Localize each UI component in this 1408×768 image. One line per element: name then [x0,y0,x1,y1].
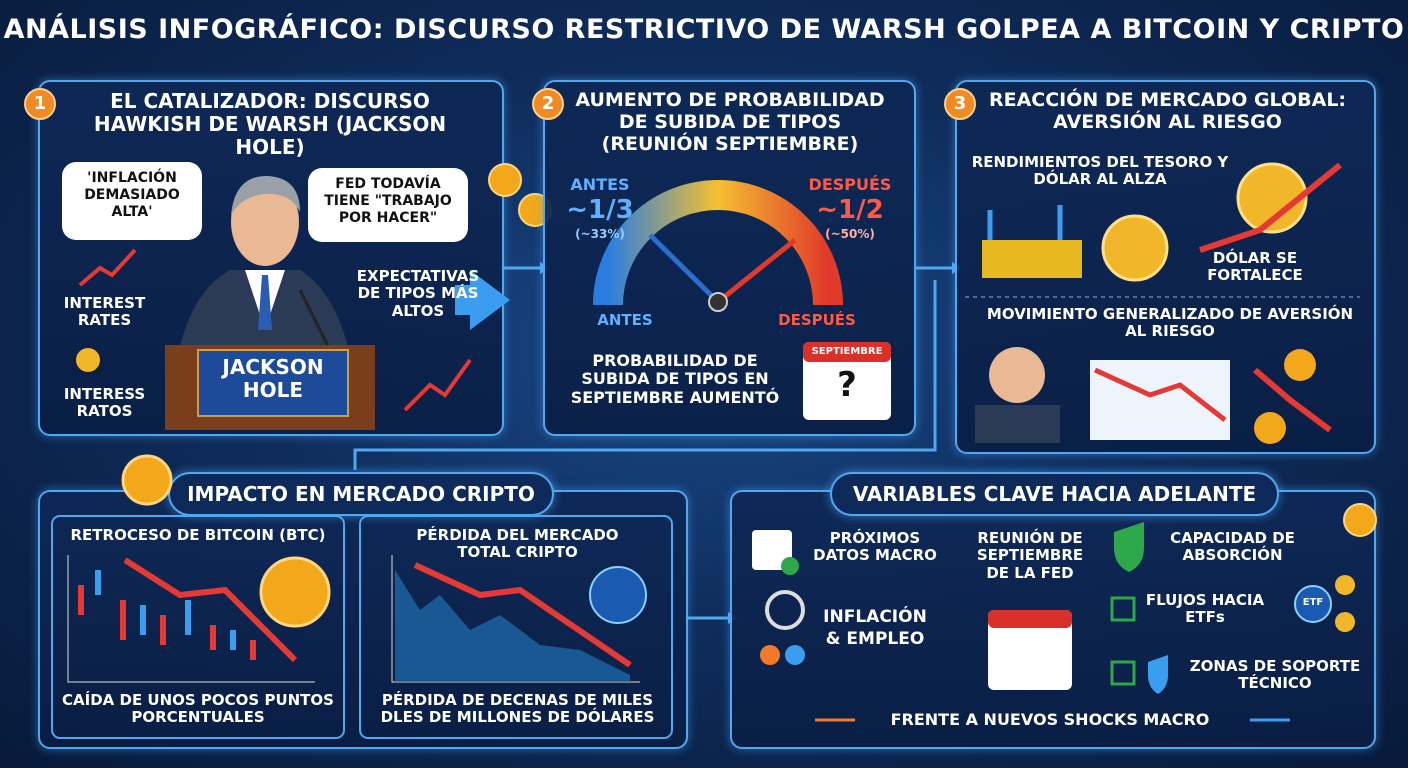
before-value: ~1/3 [566,195,634,225]
bitcoin-coin [1254,412,1286,444]
coin [76,348,100,372]
panel-title: EL CATALIZADOR: DISCURSO HAWKISH DE WARS… [93,89,447,159]
panel-number: 3 [944,88,976,120]
fall-arrow [123,557,298,663]
rise-arrow [1199,162,1342,253]
coin [1101,214,1169,282]
page-title: ANÁLISIS INFOGRÁFICO: DISCURSO RESTRICTI… [3,14,1405,45]
person-icon [785,645,805,665]
panel-number: 2 [532,88,564,120]
outlook-item: REUNIÓN DE SEPTIEMBRE DE LA FED [976,529,1084,582]
after-label: DESPUÉS [808,175,892,194]
bitcoin-coin [121,454,173,506]
section-title: MOVIMIENTO GENERALIZADO DE AVERSIÓN AL R… [986,305,1354,341]
icon-label: INTERESS RATOS [63,385,146,421]
bitcoin-coin [1284,349,1316,381]
fall-arrow [1093,367,1227,422]
etf-label: ETF [1302,597,1324,608]
icon-label: INTEREST RATES [63,294,146,330]
outlook-item: INFLACIÓN & EMPLEO [823,607,927,650]
gold-bars [982,240,1082,278]
check-icon [1110,596,1136,622]
check-icon [1110,660,1136,686]
calendar-month: SEPTIEMBRE [811,346,883,357]
gauge-arc [593,180,843,306]
connector [353,280,937,470]
subpanel-title: PÉRDIDA DEL MERCADO TOTAL CRIPTO [416,526,619,562]
head [231,178,299,266]
outlook-item: CAPACIDAD DE ABSORCIÓN [1170,529,1295,565]
person-icon [760,645,780,665]
shield-icon [1114,522,1144,572]
dollar-coin [1236,162,1308,234]
outlook-footer: FRENTE A NUEVOS SHOCKS MACRO [890,710,1210,729]
podium-label: JACKSON HOLE [222,355,324,402]
outlook-item: PRÓXIMOS DATOS MACRO [813,529,937,565]
outlook-item: FLUJOS HACIA ETFs [1145,591,1265,627]
subpanel [359,515,673,739]
hair [231,175,300,215]
podium-sign [197,349,349,417]
gauge-caption: PROBABILIDAD DE SUBIDA DE TIPOS EN SEPTI… [570,351,780,407]
panel-title: VARIABLES CLAVE HACIA ADELANTE [830,472,1279,516]
speech-bubble: 'INFLACIÓN DEMASIADO ALTA' [62,162,202,240]
rate-arrow [403,358,472,412]
bitcoin-coin [488,163,522,197]
panel-title: IMPACTO EN MERCADO CRIPTO [168,472,554,516]
calendar-header [988,610,1072,628]
microphone [298,289,332,351]
after-value: ~1/2 [816,195,884,225]
panel-title: REACCIÓN DE MERCADO GLOBAL: AVERSIÓN AL … [988,89,1347,133]
shield-icon [1148,655,1168,694]
section-title: RENDIMIENTOS DEL TESORO Y DÓLAR AL ALZA [971,153,1229,189]
before-percent: (~33%) [575,227,625,241]
fall-arrow [1253,367,1332,433]
speech-bubble: FED TODAVÍA TIENE "TRABAJO POR HACER" [308,168,468,242]
expectation-arrow [455,270,510,330]
tie [258,275,272,330]
subpanel [51,515,345,739]
calendar-header [803,342,891,362]
bitcoin-coin [259,556,331,628]
area-chart [395,570,630,682]
needle-before [648,233,720,304]
subpanel-title: RETROCESO DE BITCOIN (BTC) [70,526,326,544]
axis [67,555,315,683]
chart-card [1090,360,1230,440]
plus-icon [781,557,799,575]
globe [589,566,647,624]
worried-body [975,405,1060,443]
panel-crypto [38,490,688,749]
worried-face [989,347,1045,403]
magnifier [765,590,805,630]
etf-icon [1294,585,1332,623]
gauge-right-label: DESPUÉS [778,311,856,329]
gauge-hub [708,292,728,312]
subpanel-caption: PÉRDIDA DE DECENAS DE MILES DLES DE MILL… [380,691,655,727]
panel-number: 1 [24,88,56,120]
rate-arrow [78,248,137,287]
calendar-icon [752,530,792,570]
up-arrows [987,205,1063,240]
bitcoin-coin [1343,503,1377,537]
panel-title: AUMENTO DE PROBABILIDAD DE SUBIDA DE TIP… [575,89,885,155]
gauge-left-label: ANTES [597,311,653,329]
dollar-label: DÓLAR SE FORTALECE [1207,249,1303,285]
coin [1335,612,1355,632]
after-percent: (~50%) [825,227,875,241]
calendar-mark: ? [837,365,857,405]
calendar-icon [988,610,1072,690]
before-label: ANTES [570,175,630,194]
coin [1335,575,1355,595]
arrow-label: EXPECTATIVAS DE TIPOS MÁS ALTOS [356,267,480,320]
subpanel-caption: CAÍDA DE UNOS POCOS PUNTOS PORCENTUALES [62,691,334,727]
fall-arrow [413,562,632,668]
outlook-item: ZONAS DE SOPORTE TÉCNICO [1189,657,1361,693]
